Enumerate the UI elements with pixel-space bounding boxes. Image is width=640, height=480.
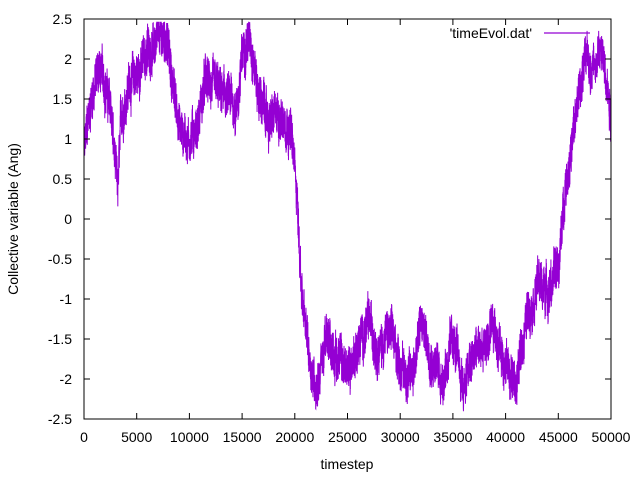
y-tick-label: 2 [64, 51, 72, 67]
y-tick-label: -1.5 [48, 331, 72, 347]
x-tick-label: 35000 [433, 429, 472, 445]
x-tick-label: 20000 [275, 429, 314, 445]
x-tick-label: 10000 [170, 429, 209, 445]
x-tick-label: 5000 [121, 429, 152, 445]
tick-layer: 0 5000 10000 15000 20000 25000 30000 35000 40000… [48, 11, 631, 445]
x-tick-label: 25000 [328, 429, 367, 445]
x-axis-label: timestep [321, 456, 374, 472]
x-tick-label: 30000 [381, 429, 420, 445]
series-layer [84, 21, 611, 412]
y-tick-label: 0.5 [53, 171, 73, 187]
y-tick-label: -2 [60, 371, 73, 387]
x-tick-label: 40000 [486, 429, 525, 445]
y-tick-label: -1 [60, 291, 73, 307]
x-tick-label: 15000 [223, 429, 262, 445]
y-tick-label: 2.5 [53, 11, 73, 27]
legend-label: 'timeEvol.dat' [450, 25, 532, 41]
y-tick-label: 1 [64, 131, 72, 147]
x-tick-label: 50000 [592, 429, 631, 445]
x-tick-label: 0 [80, 429, 88, 445]
y-tick-label: -2.5 [48, 411, 72, 427]
series-line [84, 21, 611, 412]
y-axis-label: Collective variable (Ang) [5, 143, 21, 295]
legend: 'timeEvol.dat' [450, 25, 590, 41]
y-tick-label: -0.5 [48, 251, 72, 267]
y-tick-label: 1.5 [53, 91, 73, 107]
x-tick-label: 45000 [539, 429, 578, 445]
y-tick-label: 0 [64, 211, 72, 227]
